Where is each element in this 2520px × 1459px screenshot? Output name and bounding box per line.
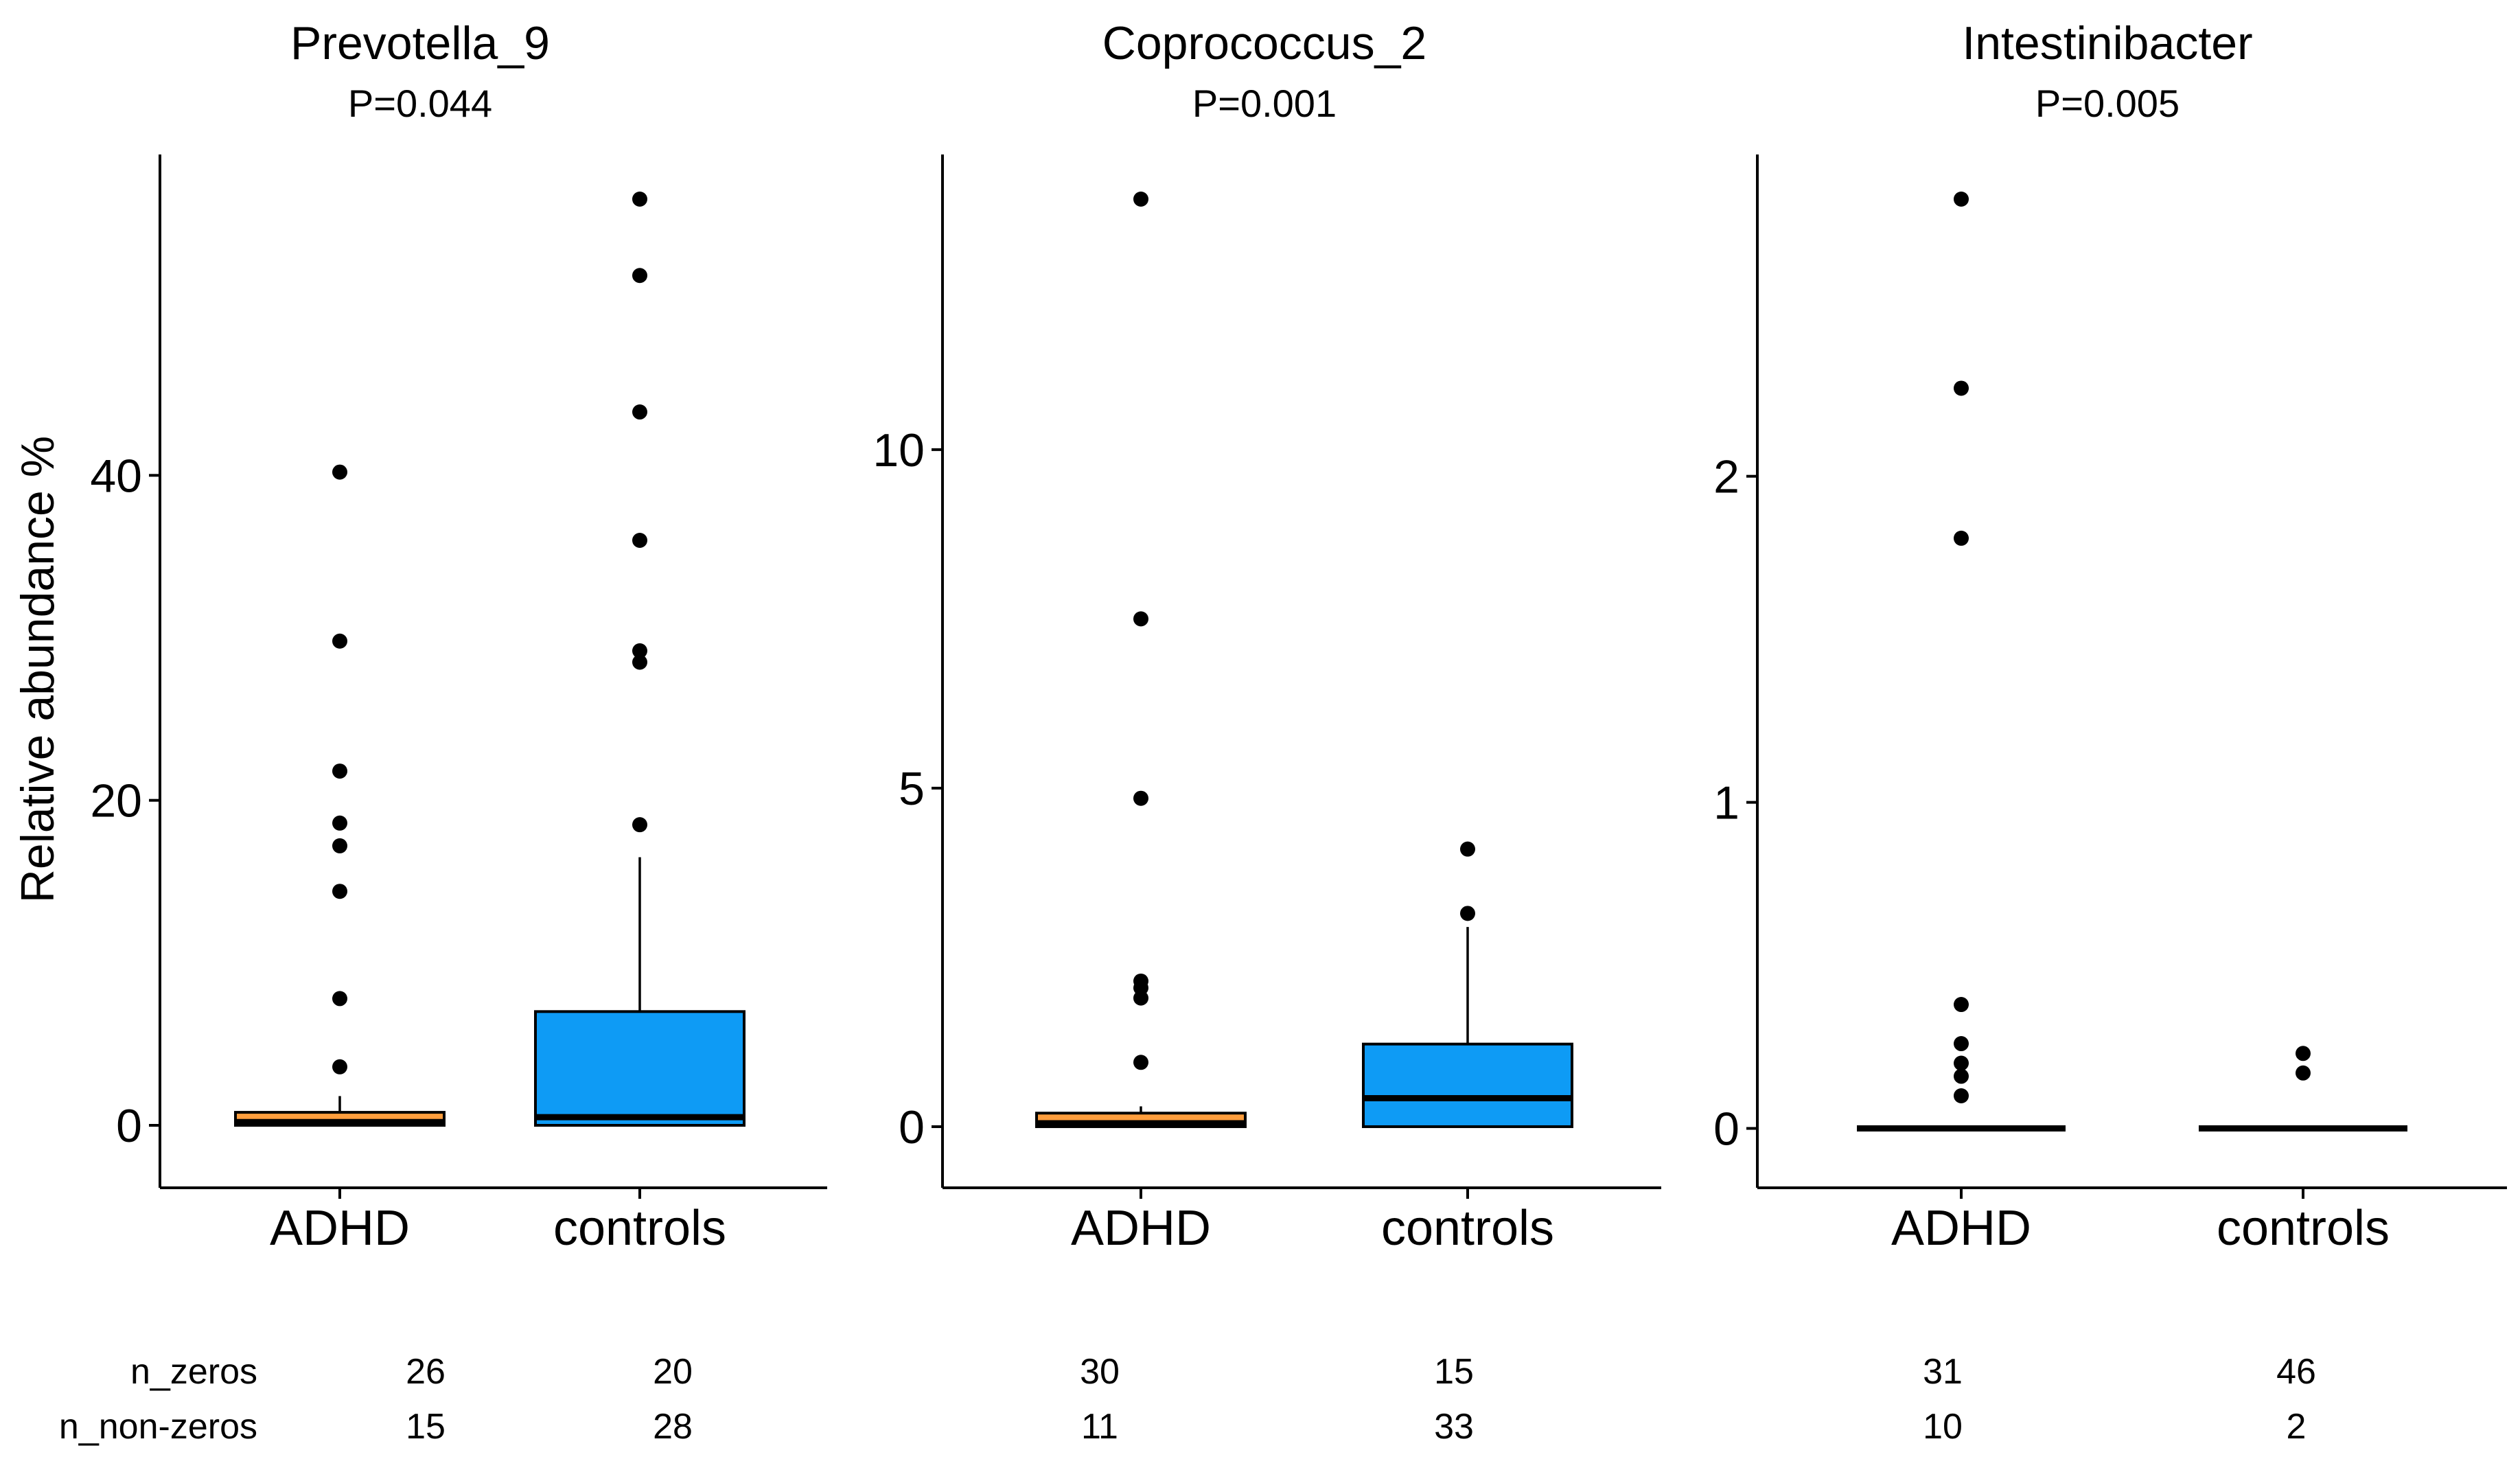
outlier-point bbox=[632, 643, 647, 658]
box-controls bbox=[1362, 1042, 1573, 1128]
p-value: P=0.005 bbox=[2035, 82, 2180, 125]
y-tick-label: 40 bbox=[90, 450, 142, 502]
outlier-point bbox=[632, 654, 647, 670]
p-value: P=0.001 bbox=[1192, 82, 1337, 125]
outlier-point bbox=[332, 838, 347, 853]
outlier-point bbox=[1954, 1036, 1969, 1052]
n-nonzeros-row-label: n_non-zeros bbox=[59, 1407, 257, 1447]
n-nonzeros-adhd: 15 bbox=[406, 1407, 446, 1447]
n-zeros-adhd: 31 bbox=[1923, 1352, 1963, 1392]
n-zeros-controls: 46 bbox=[2276, 1352, 2316, 1392]
outlier-point bbox=[632, 533, 647, 548]
outlier-point bbox=[332, 884, 347, 899]
n-nonzeros-adhd: 11 bbox=[1081, 1407, 1118, 1447]
n-zeros-controls: 15 bbox=[1434, 1352, 1474, 1392]
outlier-point bbox=[2296, 1046, 2311, 1061]
y-tick-label: 20 bbox=[90, 775, 142, 827]
y-tick-label: 0 bbox=[1713, 1103, 1739, 1156]
panel-title: Coprococcus_2 bbox=[1102, 17, 1426, 69]
y-axis-label: Relative abundance % bbox=[12, 436, 64, 903]
n-zeros-adhd: 26 bbox=[406, 1352, 446, 1392]
panel-title: Intestinibacter bbox=[1962, 17, 2252, 69]
category-label-controls: controls bbox=[553, 1201, 726, 1256]
outlier-point bbox=[1954, 1055, 1969, 1071]
outlier-point bbox=[1133, 973, 1148, 989]
panel-intestinibacter: Intestinibacter P=0.005 ADHD controls 31… bbox=[1891, 17, 2390, 1447]
y-tick-label: 0 bbox=[899, 1101, 925, 1153]
n-nonzeros-adhd: 10 bbox=[1923, 1407, 1963, 1447]
outlier-point bbox=[332, 464, 347, 480]
panel-prevotella-9: Prevotella_9 P=0.044 ADHD controls 26 20… bbox=[270, 17, 726, 1447]
n-zeros-adhd: 30 bbox=[1080, 1352, 1120, 1392]
n-nonzeros-controls: 2 bbox=[2287, 1407, 2307, 1447]
category-label-adhd: ADHD bbox=[270, 1201, 410, 1256]
outlier-point bbox=[1954, 380, 1969, 396]
y-tick-label: 2 bbox=[1713, 451, 1739, 503]
y-tick-label: 0 bbox=[116, 1100, 142, 1152]
outlier-point bbox=[332, 763, 347, 779]
outlier-point bbox=[632, 268, 647, 284]
outlier-point bbox=[632, 192, 647, 207]
outlier-point bbox=[1954, 997, 1969, 1013]
outlier-point bbox=[332, 991, 347, 1007]
category-label-adhd: ADHD bbox=[1891, 1201, 2031, 1256]
outlier-point bbox=[1133, 611, 1148, 627]
category-label-controls: controls bbox=[1381, 1201, 1554, 1256]
outlier-point bbox=[1133, 1055, 1148, 1070]
outlier-point bbox=[332, 633, 347, 649]
outlier-point bbox=[632, 404, 647, 420]
category-label-adhd: ADHD bbox=[1071, 1201, 1211, 1256]
y-tick-label: 10 bbox=[872, 424, 925, 476]
outlier-point bbox=[632, 817, 647, 833]
n-zeros-controls: 20 bbox=[653, 1352, 693, 1392]
category-label-controls: controls bbox=[2217, 1201, 2390, 1256]
outlier-point bbox=[1133, 192, 1148, 207]
outlier-point bbox=[1954, 1068, 1969, 1084]
outlier-point bbox=[1133, 790, 1148, 806]
panel-title: Prevotella_9 bbox=[290, 17, 550, 69]
outlier-point bbox=[2296, 1065, 2311, 1081]
panel-coprococcus-2: Coprococcus_2 P=0.001 ADHD controls 30 1… bbox=[1071, 17, 1554, 1447]
y-tick-label: 1 bbox=[1713, 777, 1739, 829]
outlier-point bbox=[1460, 841, 1475, 857]
outlier-point bbox=[1954, 192, 1969, 207]
p-value: P=0.044 bbox=[348, 82, 492, 125]
outlier-point bbox=[1954, 1088, 1969, 1104]
n-zeros-row-label: n_zeros bbox=[130, 1352, 257, 1392]
outlier-point bbox=[332, 815, 347, 831]
outlier-point bbox=[1954, 530, 1969, 546]
outlier-point bbox=[332, 1059, 347, 1075]
outlier-point bbox=[1460, 906, 1475, 921]
box-controls bbox=[534, 1010, 745, 1127]
n-nonzeros-controls: 28 bbox=[653, 1407, 693, 1447]
n-nonzeros-controls: 33 bbox=[1434, 1407, 1474, 1447]
y-tick-label: 5 bbox=[899, 763, 925, 815]
